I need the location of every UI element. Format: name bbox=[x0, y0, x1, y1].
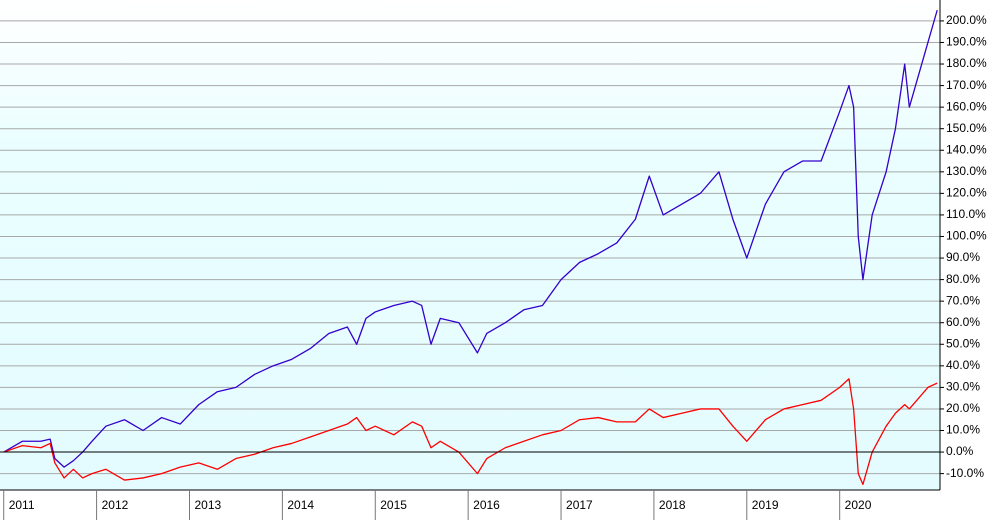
y-tick-label: 110.0% bbox=[946, 207, 986, 221]
x-tick-label: 2014 bbox=[287, 498, 314, 512]
y-tick-label: 30.0% bbox=[946, 380, 980, 394]
y-tick-label: 200.0% bbox=[946, 13, 987, 27]
data-line bbox=[3, 9, 938, 468]
y-tick-label: 100.0% bbox=[946, 229, 987, 243]
x-tick-label: 2011 bbox=[9, 498, 35, 512]
x-tick-label: 2015 bbox=[380, 498, 407, 512]
y-tick-label: 80.0% bbox=[946, 272, 980, 286]
plot-area bbox=[0, 0, 940, 490]
x-tick-label: 2013 bbox=[194, 498, 221, 512]
x-tick-label: 2020 bbox=[845, 498, 872, 512]
y-tick-label: 50.0% bbox=[946, 336, 980, 350]
y-tick-label: 10.0% bbox=[946, 423, 980, 437]
lines bbox=[3, 9, 938, 486]
y-tick-label: 190.0% bbox=[946, 35, 987, 49]
y-tick-label: 90.0% bbox=[946, 250, 980, 264]
y-tick-label: 170.0% bbox=[946, 78, 987, 92]
x-tick-label: 2017 bbox=[566, 498, 593, 512]
y-tick-label: 0.0% bbox=[946, 444, 974, 458]
y-tick-label: 150.0% bbox=[946, 121, 987, 135]
x-tick-label: 2012 bbox=[102, 498, 129, 512]
axes: -10.0% 0.0% 10.0% 20.0% 30.0% 40.0% 50.0% 60.0%… bbox=[0, 0, 987, 520]
grid bbox=[0, 20, 940, 475]
y-tick-label: 180.0% bbox=[946, 56, 987, 70]
x-tick-label: 2016 bbox=[473, 498, 500, 512]
y-tick-label: 40.0% bbox=[946, 358, 980, 372]
y-tick-label: 20.0% bbox=[946, 401, 980, 415]
x-tick-label: 2018 bbox=[659, 498, 686, 512]
y-tick-label: -10.0% bbox=[946, 466, 984, 480]
data-line bbox=[3, 378, 938, 486]
y-tick-label: 60.0% bbox=[946, 315, 980, 329]
y-tick-label: 130.0% bbox=[946, 164, 987, 178]
y-tick-label: 160.0% bbox=[946, 99, 987, 113]
y-tick-label: 120.0% bbox=[946, 186, 987, 200]
x-tick-label: 2019 bbox=[752, 498, 779, 512]
y-tick-label: 70.0% bbox=[946, 293, 980, 307]
y-tick-label: 140.0% bbox=[946, 142, 987, 156]
